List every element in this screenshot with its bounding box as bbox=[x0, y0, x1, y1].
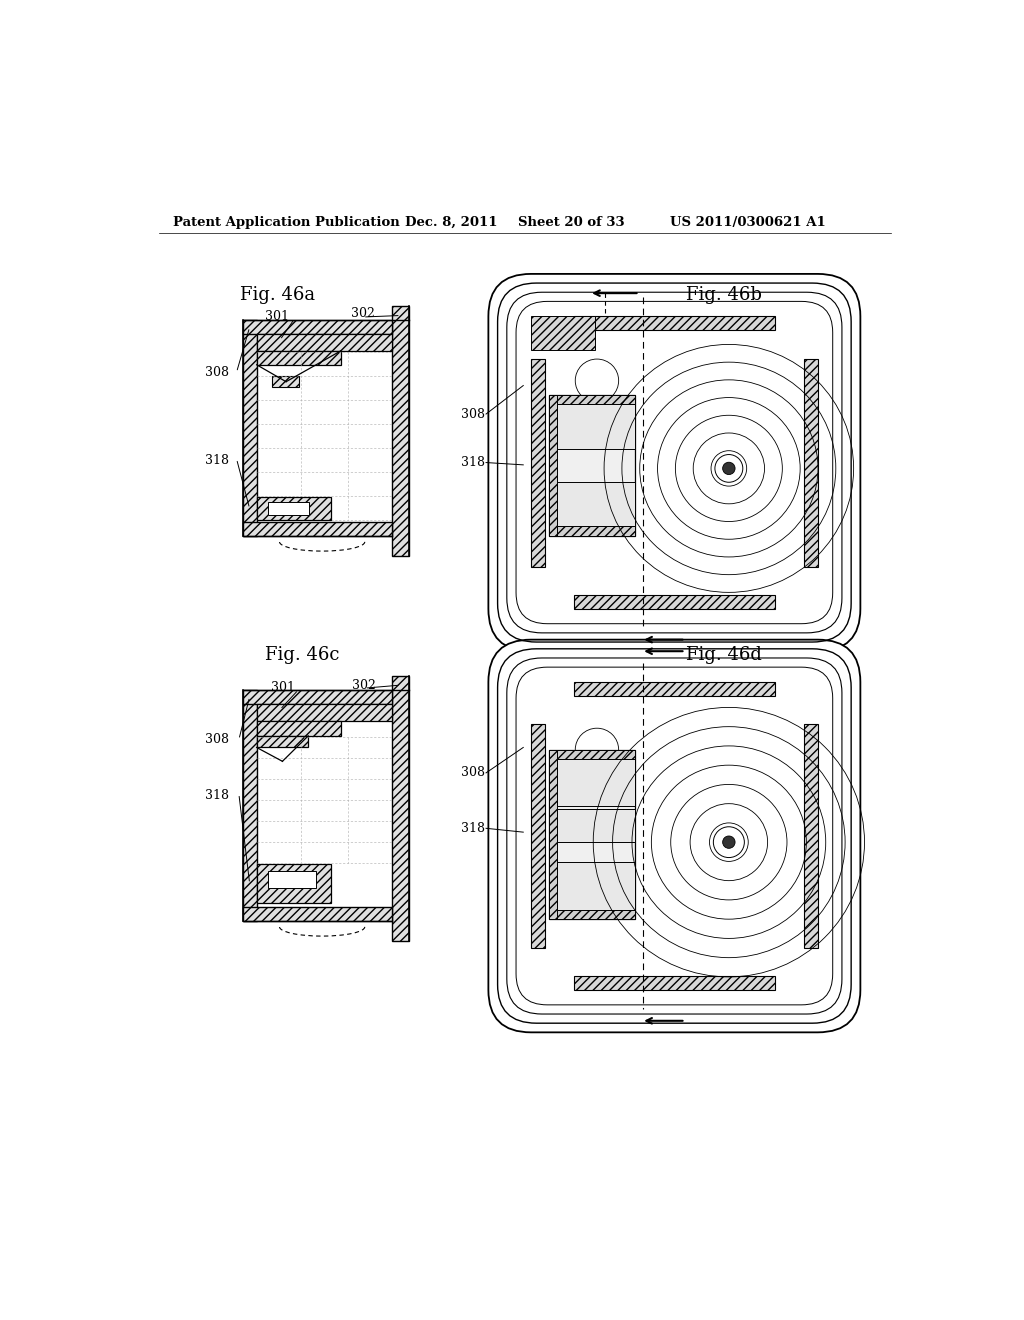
Text: 301: 301 bbox=[271, 681, 295, 694]
Polygon shape bbox=[531, 317, 595, 350]
Bar bbox=[573, 977, 775, 990]
Bar bbox=[243, 689, 257, 921]
Text: Fig. 46b: Fig. 46b bbox=[686, 286, 762, 305]
FancyBboxPatch shape bbox=[488, 275, 860, 651]
Bar bbox=[549, 395, 635, 536]
Text: 318: 318 bbox=[206, 454, 229, 467]
Bar bbox=[257, 334, 392, 521]
FancyBboxPatch shape bbox=[488, 640, 860, 1032]
Text: Dec. 8, 2011: Dec. 8, 2011 bbox=[406, 215, 498, 228]
Bar bbox=[531, 359, 545, 566]
Bar bbox=[257, 704, 392, 907]
Bar bbox=[243, 907, 392, 921]
Text: Fig. 46a: Fig. 46a bbox=[240, 286, 315, 305]
Bar bbox=[557, 759, 635, 807]
Bar bbox=[804, 359, 818, 566]
Bar bbox=[268, 871, 316, 888]
Bar bbox=[804, 725, 818, 948]
Text: 308: 308 bbox=[461, 408, 484, 421]
Bar bbox=[573, 682, 775, 696]
Bar bbox=[243, 521, 392, 536]
Circle shape bbox=[723, 462, 735, 475]
Text: 301: 301 bbox=[265, 310, 289, 323]
Text: A: A bbox=[578, 422, 586, 432]
Text: Sheet 20 of 33: Sheet 20 of 33 bbox=[518, 215, 625, 228]
Bar bbox=[392, 676, 410, 941]
Text: US 2011/0300621 A1: US 2011/0300621 A1 bbox=[671, 215, 826, 228]
Bar bbox=[531, 725, 545, 948]
Circle shape bbox=[723, 836, 735, 849]
Bar bbox=[243, 689, 392, 704]
Bar bbox=[268, 502, 309, 515]
Text: Fig. 46c: Fig. 46c bbox=[265, 645, 340, 664]
Bar bbox=[573, 317, 775, 330]
Bar bbox=[557, 482, 635, 527]
Bar bbox=[557, 404, 635, 449]
Bar bbox=[257, 498, 331, 520]
Bar bbox=[257, 737, 308, 747]
Text: 318: 318 bbox=[461, 822, 484, 834]
Bar bbox=[392, 306, 410, 557]
Text: Patent Application Publication: Patent Application Publication bbox=[173, 215, 399, 228]
Text: 308: 308 bbox=[206, 366, 229, 379]
Bar bbox=[573, 595, 775, 609]
Bar bbox=[257, 334, 392, 351]
Bar bbox=[557, 862, 635, 909]
Bar bbox=[243, 321, 257, 536]
Bar bbox=[257, 865, 331, 903]
Bar bbox=[549, 750, 635, 759]
Text: 302: 302 bbox=[351, 308, 375, 321]
Text: Fig. 46d: Fig. 46d bbox=[686, 645, 762, 664]
Bar bbox=[243, 321, 392, 334]
Text: 302: 302 bbox=[352, 678, 376, 692]
Bar bbox=[549, 750, 557, 919]
Bar bbox=[549, 395, 557, 536]
Bar bbox=[271, 376, 299, 387]
Text: 318: 318 bbox=[206, 789, 229, 803]
Text: B: B bbox=[578, 499, 586, 510]
Bar bbox=[557, 809, 635, 842]
Bar bbox=[257, 704, 392, 721]
Bar bbox=[549, 909, 635, 919]
Text: 308: 308 bbox=[206, 733, 229, 746]
Bar bbox=[257, 721, 341, 737]
Bar bbox=[549, 395, 635, 404]
Text: 308: 308 bbox=[461, 767, 484, 779]
Bar bbox=[549, 527, 635, 536]
Bar bbox=[257, 351, 341, 364]
Bar bbox=[549, 750, 635, 919]
Text: 318: 318 bbox=[461, 455, 484, 469]
